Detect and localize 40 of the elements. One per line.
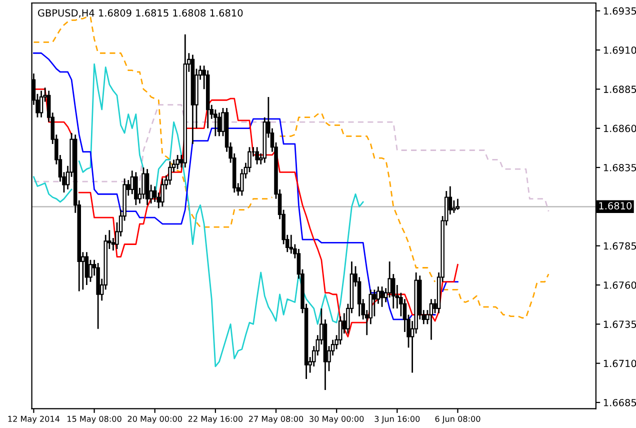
candlestick bbox=[255, 146, 259, 166]
ref-line-label: 1.6810 bbox=[599, 202, 632, 210]
candlestick bbox=[84, 251, 89, 286]
x-tick-label: 6 Jun 08:00 bbox=[435, 416, 480, 424]
y-tick-label: 1.6860 bbox=[604, 124, 636, 132]
candlestick bbox=[388, 260, 392, 298]
y-tick-label: 1.6935 bbox=[604, 7, 636, 15]
candlestick bbox=[176, 154, 180, 170]
candlestick bbox=[134, 171, 138, 206]
candlestick bbox=[452, 200, 456, 214]
candlestick bbox=[380, 286, 384, 308]
candlestick bbox=[217, 112, 222, 137]
y-tick-label: 1.6710 bbox=[604, 360, 636, 368]
x-tick-label: 27 May 08:00 bbox=[248, 416, 304, 424]
candlestick bbox=[88, 259, 92, 283]
x-tick-label: 12 May 2014 bbox=[8, 416, 60, 424]
x-tick-label: 15 May 08:00 bbox=[68, 416, 122, 424]
text: GBPUSD,H4 1.6809 1.6815 1.6808 1.6810 bbox=[38, 9, 243, 18]
candlestick bbox=[214, 108, 218, 137]
line-series bbox=[33, 104, 550, 212]
candlestick bbox=[289, 234, 294, 254]
candlestick bbox=[168, 160, 172, 186]
x-tick-label: 20 May 00:00 bbox=[128, 416, 182, 424]
x-tick-label: 30 May 00:00 bbox=[310, 416, 364, 424]
y-tick-label: 1.6885 bbox=[604, 86, 636, 93]
x-tick-label: 3 Jun 16:00 bbox=[374, 416, 420, 424]
candlestick bbox=[39, 90, 44, 118]
y-tick-label: 1.6910 bbox=[604, 46, 636, 54]
x-tick-label: 22 May 16:00 bbox=[188, 416, 243, 424]
y-tick-label: 1.6735 bbox=[604, 320, 636, 328]
candlestick bbox=[456, 198, 460, 210]
candlestick bbox=[429, 298, 434, 341]
candlestick bbox=[160, 178, 164, 208]
y-tick-label: 1.6685 bbox=[604, 398, 636, 406]
y-tick-label: 1.6835 bbox=[604, 164, 636, 172]
candlestick bbox=[142, 166, 146, 200]
y-tick-label: 1.6785 bbox=[604, 242, 636, 250]
candlestick bbox=[372, 288, 376, 318]
y-tick-label: 1.6760 bbox=[604, 281, 636, 289]
candlestick bbox=[338, 316, 342, 346]
